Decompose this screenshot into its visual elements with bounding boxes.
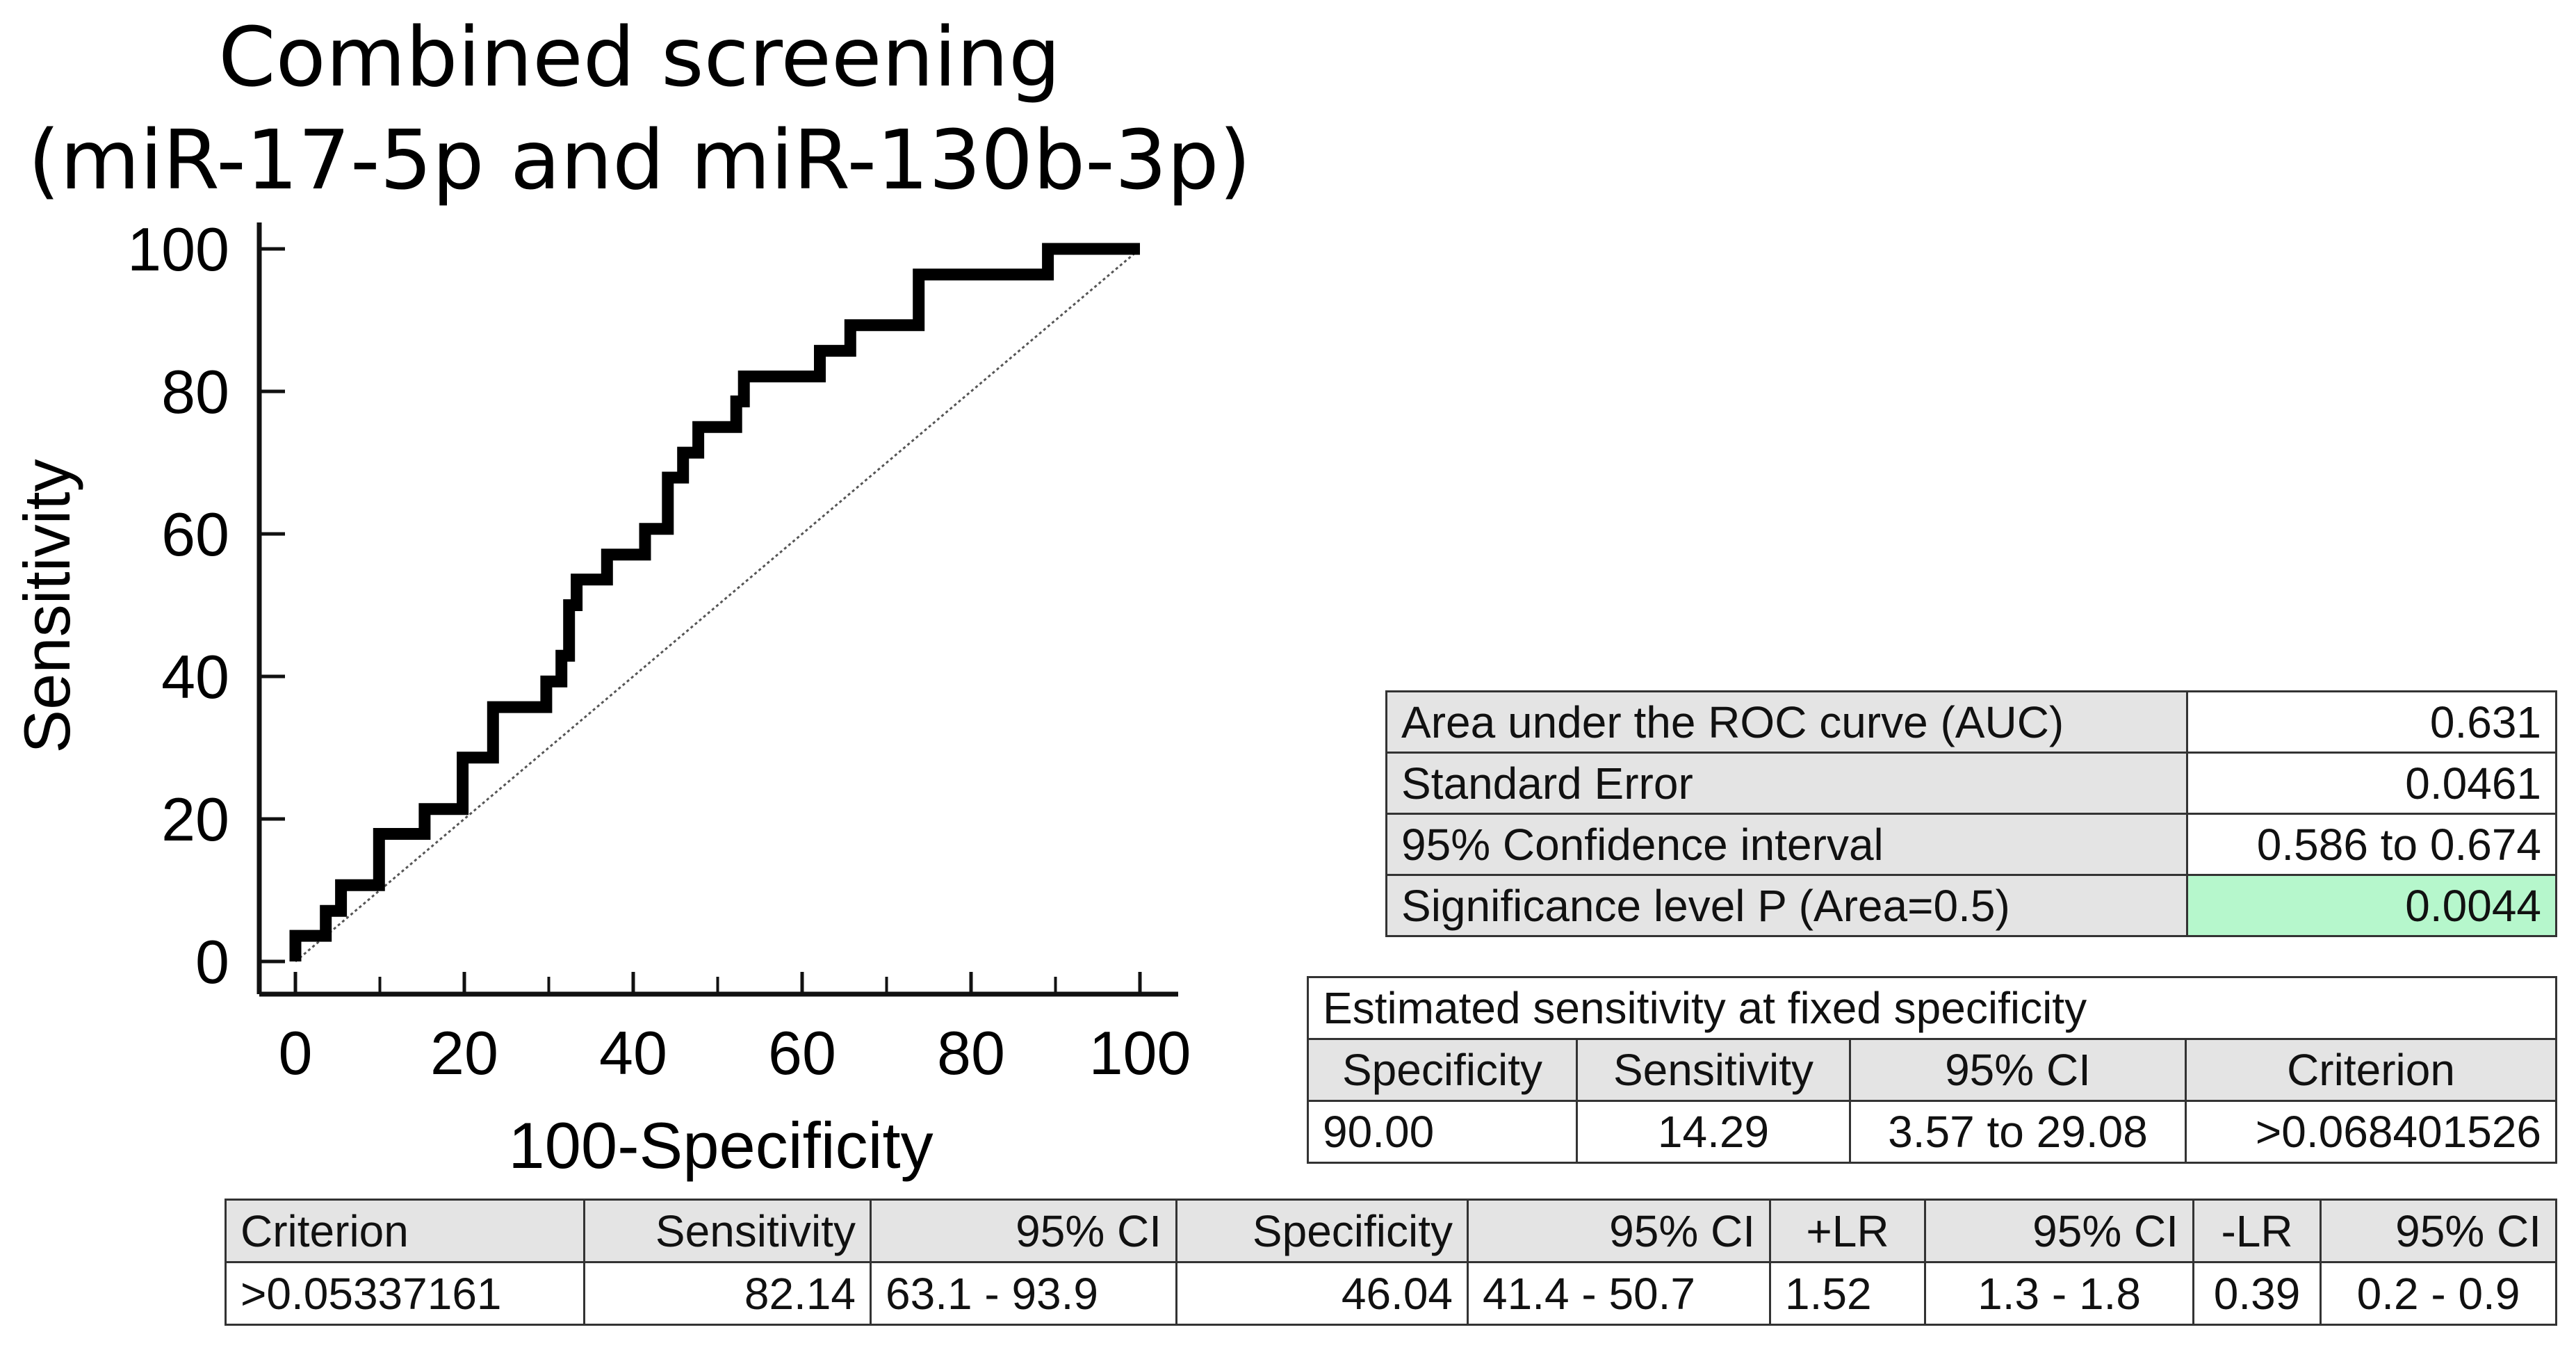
- table-cell: 3.57 to 29.08: [1849, 1100, 2187, 1164]
- auc-label: Area under the ROC curve (AUC): [1385, 690, 2188, 754]
- auc-value: 0.631: [2186, 690, 2557, 754]
- column-header: Sensitivity: [583, 1199, 872, 1263]
- standard-error-label: Standard Error: [1385, 752, 2188, 815]
- table-cell: 14.29: [1576, 1100, 1851, 1164]
- y-tick-label: 40: [161, 642, 229, 711]
- table-cell: 0.39: [2192, 1261, 2322, 1326]
- standard-error-value: 0.0461: [2186, 752, 2557, 815]
- criterion-table: Criterion Sensitivity 95% CI Specificity…: [225, 1199, 2557, 1326]
- y-ticks: 0 20 40 60 80 100: [127, 215, 285, 996]
- x-tick-label: 100: [1089, 1018, 1191, 1087]
- x-tick-label: 80: [937, 1018, 1005, 1087]
- roc-chart: 0 20 40 60 80 100 0 20 40 60 80 100 100-Specificit…: [10, 215, 1191, 1182]
- table-row: 90.00 14.29 3.57 to 29.08 >0.068401526: [1307, 1100, 2557, 1164]
- y-tick-label: 20: [161, 785, 229, 854]
- chart-title-line-1: Combined screening: [218, 9, 1061, 105]
- table-cell: 63.1 - 93.9: [870, 1261, 1177, 1326]
- table-cell: 82.14: [583, 1261, 872, 1326]
- table-header-row: Criterion Sensitivity 95% CI Specificity…: [225, 1199, 2557, 1263]
- table-cell: 41.4 - 50.7: [1467, 1261, 1771, 1326]
- y-tick-label: 100: [127, 215, 229, 284]
- x-tick-label: 60: [768, 1018, 836, 1087]
- table-cell: >0.05337161: [225, 1261, 585, 1326]
- column-header: 95% CI: [1924, 1199, 2194, 1263]
- table-row: >0.05337161 82.14 63.1 - 93.9 46.04 41.4…: [225, 1261, 2557, 1326]
- table-row: Significance level P (Area=0.5) 0.0044: [1385, 874, 2557, 937]
- reference-line-layer: [295, 247, 1141, 963]
- x-tick-label: 20: [430, 1018, 498, 1087]
- table-cell: 90.00: [1307, 1100, 1578, 1164]
- column-header: Sensitivity: [1576, 1038, 1851, 1102]
- column-header: 95% CI: [1467, 1199, 1771, 1263]
- column-header: 95% CI: [870, 1199, 1177, 1263]
- confidence-interval-label: 95% Confidence interval: [1385, 813, 2188, 876]
- table-header-row: Specificity Sensitivity 95% CI Criterion: [1307, 1038, 2557, 1102]
- table-row: 95% Confidence interval 0.586 to 0.674: [1385, 813, 2557, 876]
- column-header: 95% CI: [2320, 1199, 2557, 1263]
- x-tick-label: 0: [279, 1018, 313, 1087]
- reference-diagonal-line: [295, 247, 1141, 963]
- table-cell: 0.2 - 0.9: [2320, 1261, 2557, 1326]
- x-tick-label: 40: [599, 1018, 667, 1087]
- y-tick-label: 80: [161, 357, 229, 426]
- column-header: +LR: [1769, 1199, 1926, 1263]
- column-header: 95% CI: [1849, 1038, 2187, 1102]
- significance-value: 0.0044: [2186, 874, 2557, 937]
- chart-title-line-2: (miR-17-5p and miR-130b-3p): [28, 112, 1251, 208]
- table-cell: 46.04: [1175, 1261, 1469, 1326]
- column-header: Specificity: [1175, 1199, 1469, 1263]
- table-cell: 1.3 - 1.8: [1924, 1261, 2194, 1326]
- column-header: Specificity: [1307, 1038, 1578, 1102]
- table-cell: >0.068401526: [2185, 1100, 2557, 1164]
- roc-curve-line: [289, 243, 1140, 961]
- column-header: -LR: [2192, 1199, 2322, 1263]
- table-row: Standard Error 0.0461: [1385, 752, 2557, 815]
- confidence-interval-value: 0.586 to 0.674: [2186, 813, 2557, 876]
- x-axis-label: 100-Specificity: [508, 1109, 933, 1182]
- y-tick-label: 0: [195, 927, 229, 996]
- column-header: Criterion: [2185, 1038, 2557, 1102]
- fixed-specificity-title: Estimated sensitivity at fixed specifici…: [1307, 976, 2557, 1040]
- auc-summary-table: Area under the ROC curve (AUC) 0.631 Sta…: [1385, 690, 2557, 937]
- y-tick-label: 60: [161, 500, 229, 569]
- table-row: Area under the ROC curve (AUC) 0.631: [1385, 690, 2557, 754]
- roc-curve-layer: [289, 243, 1140, 961]
- table-cell: 1.52: [1769, 1261, 1926, 1326]
- table-row: Estimated sensitivity at fixed specifici…: [1307, 976, 2557, 1040]
- chart-title: Combined screening (miR-17-5p and miR-13…: [0, 6, 1279, 211]
- y-axis-label: Sensitivity: [10, 459, 83, 753]
- column-header: Criterion: [225, 1199, 585, 1263]
- significance-label: Significance level P (Area=0.5): [1385, 874, 2188, 937]
- x-ticks: 0 20 40 60 80 100: [279, 972, 1191, 1087]
- fixed-specificity-table: Estimated sensitivity at fixed specifici…: [1307, 976, 2557, 1164]
